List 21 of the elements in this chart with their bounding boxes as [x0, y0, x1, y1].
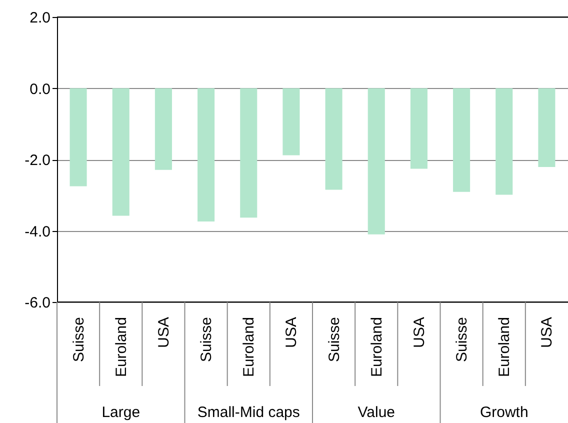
x-tick-label: Euroland — [240, 317, 258, 378]
x-tick-label: Euroland — [112, 317, 130, 378]
y-tick-label: -2.0 — [24, 152, 50, 169]
x-tick-label: USA — [410, 317, 428, 348]
x-tick-label: Suisse — [70, 317, 88, 362]
x-tick-label: Suisse — [326, 317, 343, 362]
text: Large — [102, 404, 140, 421]
x-tick-label: Euroland — [368, 317, 386, 378]
x-tick-label: USA — [283, 317, 300, 348]
y-tick-label: -4.0 — [24, 223, 50, 240]
y-tick-label: -6.0 — [24, 294, 50, 312]
x-tick-label: USA — [155, 317, 172, 348]
x-tick-label: Suisse — [198, 317, 216, 362]
y-tick-label: 2.0 — [30, 10, 50, 26]
y-tick-label: 0.0 — [30, 80, 50, 98]
text: Small-Mid caps — [197, 404, 300, 421]
x-tick-label: Euroland — [496, 317, 514, 378]
text: Growth — [480, 404, 528, 421]
text: Value — [358, 404, 396, 421]
x-tick-label: USA — [538, 317, 556, 348]
x-tick-label: Suisse — [454, 317, 471, 362]
